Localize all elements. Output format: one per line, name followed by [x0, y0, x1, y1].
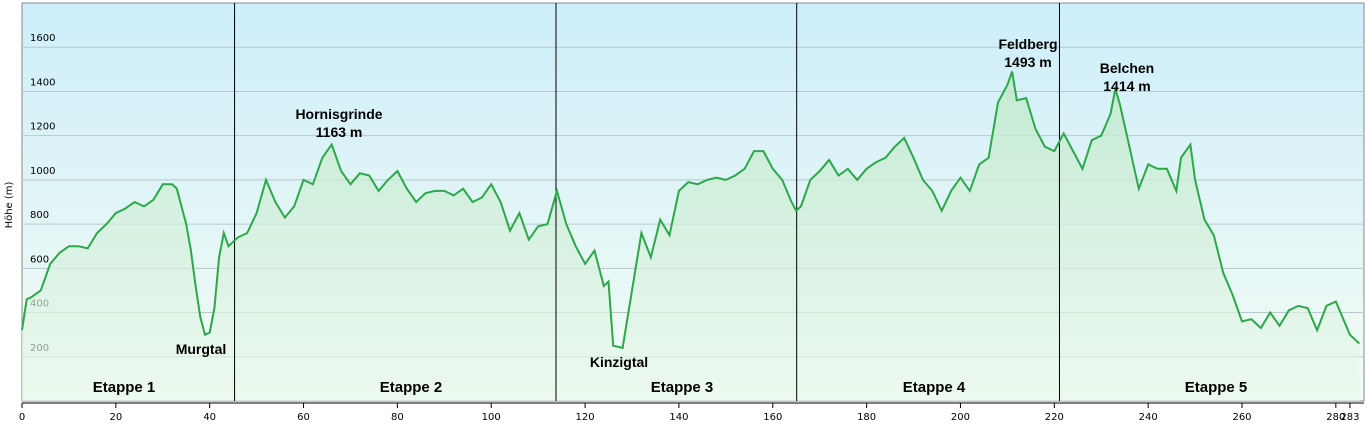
x-tick-label: 283 [1340, 412, 1359, 423]
annotation: Murgtal [176, 341, 227, 357]
x-tick-label: 100 [482, 412, 501, 423]
x-tick-label: 60 [297, 412, 310, 423]
annotation: Kinzigtal [590, 354, 648, 370]
area-fill [22, 71, 1360, 401]
stage-label: Etappe 1 [93, 379, 156, 396]
x-tick-label: 280 [1326, 412, 1345, 423]
x-tick-label: 200 [951, 412, 970, 423]
y-tick-label: 1600 [30, 33, 55, 44]
x-tick-label: 40 [203, 412, 216, 423]
elevation-line [21, 71, 1360, 350]
annotation: Belchen [1100, 60, 1154, 76]
annotation: 1163 m [316, 124, 363, 140]
stage-label: Etappe 2 [380, 379, 443, 396]
x-tick-label: 140 [669, 412, 688, 423]
stage-label: Etappe 3 [651, 379, 714, 396]
y-tick-label: 1000 [30, 166, 55, 177]
x-tick-label: 80 [391, 412, 404, 423]
stage-label: Etappe 4 [903, 379, 966, 396]
stage-label: Etappe 5 [1185, 379, 1248, 396]
x-tick-label: 20 [109, 412, 122, 423]
annotation: Feldberg [998, 36, 1057, 52]
x-tick-label: 0 [19, 412, 25, 423]
x-tick-label: 220 [1045, 412, 1064, 423]
y-tick-label: 600 [30, 254, 49, 265]
annotation: 1414 m [1103, 78, 1150, 94]
x-tick-label: 240 [1139, 412, 1158, 423]
y-tick-label: 1200 [30, 122, 55, 133]
x-tick-label: 260 [1232, 412, 1251, 423]
x-tick-label: 120 [576, 412, 595, 423]
annotation: Hornisgrinde [295, 106, 382, 122]
x-tick-label: 180 [857, 412, 876, 423]
y-tick-label: 800 [30, 210, 49, 221]
y-axis-label: Höhe (m) [4, 181, 15, 228]
x-tick-label: 160 [763, 412, 782, 423]
annotation: 1493 m [1004, 54, 1051, 70]
y-tick-label: 1400 [30, 77, 55, 88]
